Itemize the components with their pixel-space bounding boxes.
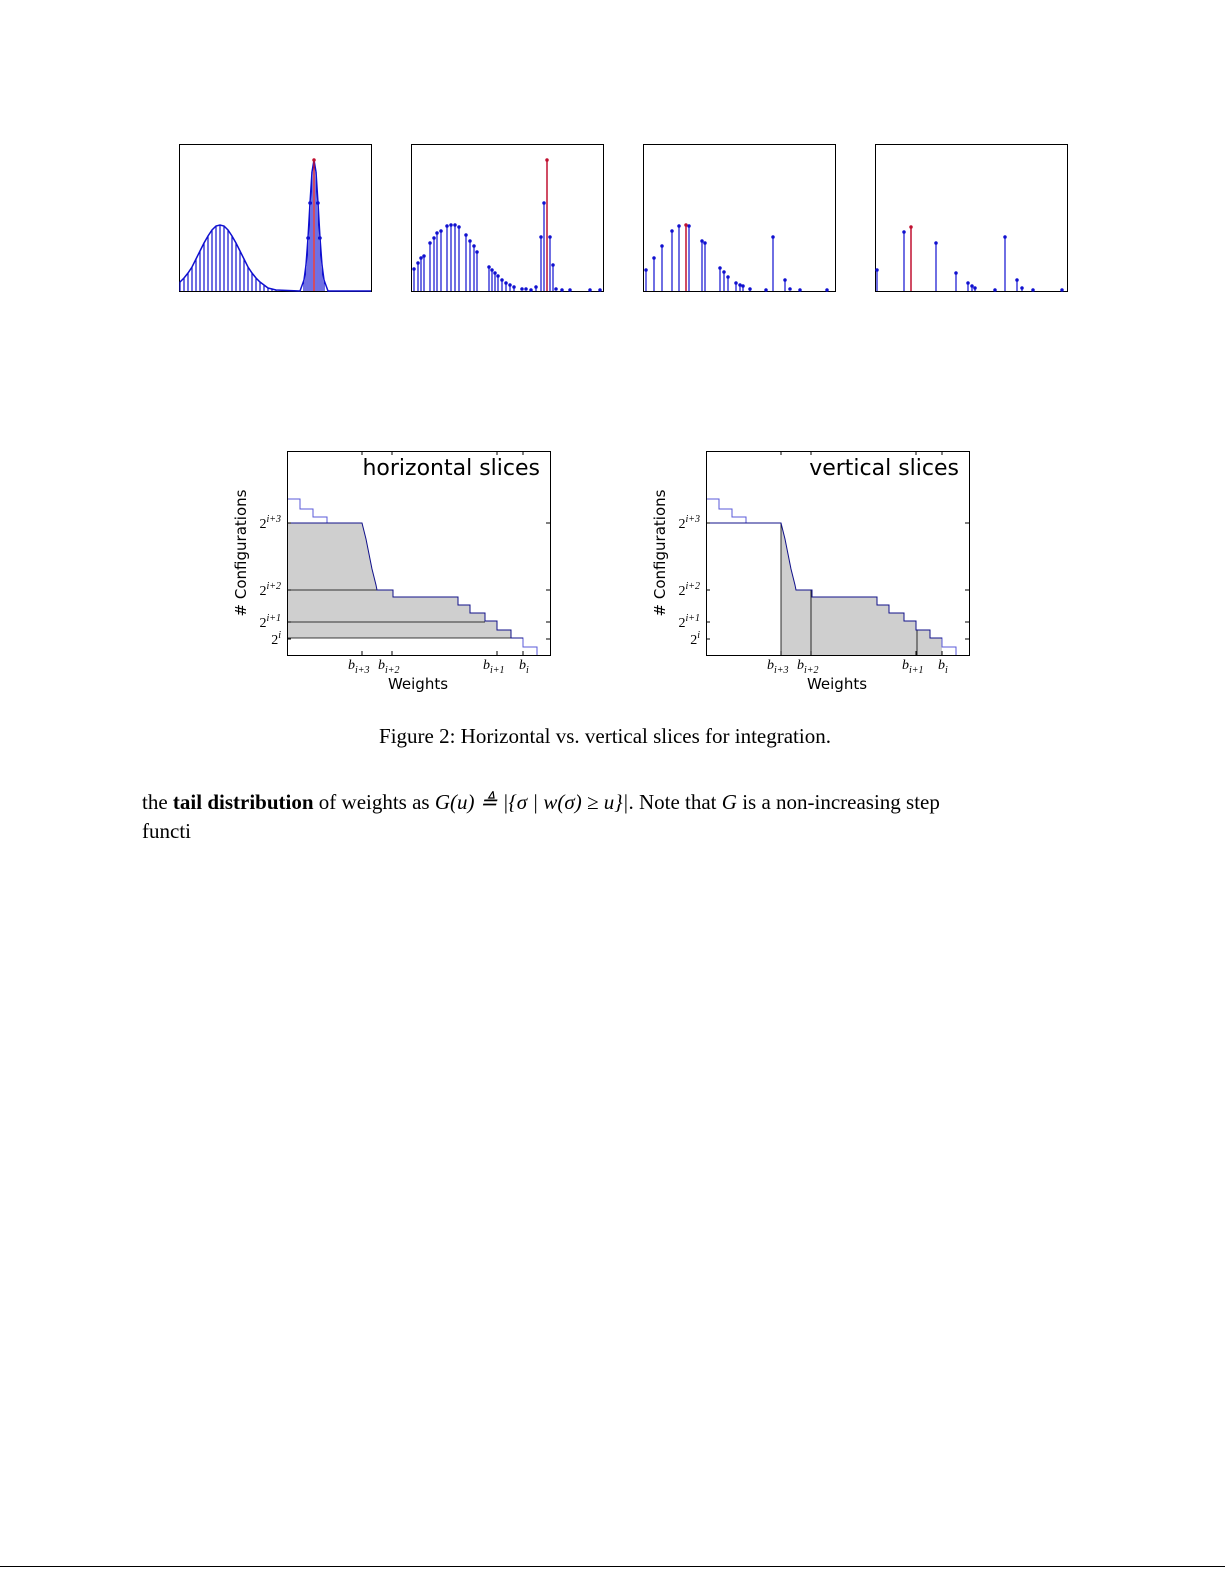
tick-sup: i+2 bbox=[685, 581, 700, 592]
text: of weights as bbox=[313, 790, 435, 814]
tick-base: 2 bbox=[259, 584, 266, 599]
caption: Figure 2: Horizontal vs. vertical slices… bbox=[379, 724, 831, 748]
tick-base: 2 bbox=[678, 584, 685, 599]
line: functi bbox=[142, 819, 191, 843]
line: the tail distribution of weights as G(u)… bbox=[142, 788, 1072, 817]
text: the bbox=[142, 790, 173, 814]
x-tick-label: bi bbox=[938, 658, 948, 676]
body-text: the tail distribution of weights as G(u)… bbox=[142, 788, 1072, 846]
tick-sub: i bbox=[526, 665, 529, 676]
slice-area bbox=[287, 523, 511, 638]
x-tick-label: bi bbox=[519, 658, 529, 676]
tick-base: b bbox=[519, 658, 526, 673]
x-tick-label: bi+3 bbox=[348, 658, 370, 676]
tick-sub: i+1 bbox=[490, 665, 505, 676]
text: . Note that bbox=[628, 790, 722, 814]
x-axis-label: Weights bbox=[807, 675, 867, 693]
y-tick-label: 2i+1 bbox=[678, 613, 700, 631]
y-tick-label: 2i bbox=[271, 630, 281, 648]
tick-base: b bbox=[938, 658, 945, 673]
y-axis-label: # Configurations bbox=[651, 489, 669, 616]
tick-sup: i bbox=[278, 630, 281, 641]
y-tick-label: 2i+3 bbox=[259, 514, 281, 532]
term: tail distribution bbox=[172, 790, 314, 814]
y-tick-label: 2i+2 bbox=[678, 581, 700, 599]
tick-sup: i+2 bbox=[266, 581, 281, 592]
text: is a non-increasing step bbox=[736, 790, 940, 814]
tick-sup: i bbox=[697, 630, 700, 641]
axes-box bbox=[287, 451, 551, 656]
step-curve bbox=[287, 522, 523, 639]
y-tick-label: 2i+2 bbox=[259, 581, 281, 599]
y-tick-label: 2i+1 bbox=[259, 613, 281, 631]
tick-base: b bbox=[378, 658, 385, 673]
step-curve bbox=[706, 522, 942, 639]
tick-sub: i bbox=[945, 665, 948, 676]
x-tick-label: bi+1 bbox=[902, 658, 924, 676]
math: G(u) ≜ |{σ | w(σ) ≥ u}| bbox=[434, 790, 629, 814]
x-tick-label: bi+2 bbox=[378, 658, 400, 676]
tick-sub: i+2 bbox=[385, 665, 400, 676]
slice-area bbox=[781, 523, 942, 655]
y-tick-label: 2i bbox=[690, 630, 700, 648]
math: G bbox=[721, 790, 737, 814]
tick-base: 2 bbox=[259, 517, 266, 532]
axes-box bbox=[706, 451, 970, 656]
tick-base: b bbox=[902, 658, 909, 673]
panel: horizontal slices # Configurations Weights… bbox=[232, 451, 551, 693]
page-rule bbox=[0, 1566, 1225, 1567]
slice-line bbox=[780, 523, 918, 655]
tick-sub: i+3 bbox=[355, 665, 370, 676]
tick-base: b bbox=[767, 658, 774, 673]
x-axis-label: Weights bbox=[388, 675, 448, 693]
tick-base: 2 bbox=[690, 633, 697, 648]
slice-line bbox=[287, 589, 511, 639]
tick-base: b bbox=[483, 658, 490, 673]
x-tick-label: bi+1 bbox=[483, 658, 505, 676]
tick-sup: i+3 bbox=[266, 514, 281, 525]
tick-base: 2 bbox=[678, 616, 685, 631]
panel-title: horizontal slices bbox=[362, 456, 540, 481]
tick-base: 2 bbox=[678, 517, 685, 532]
tick-sub: i+2 bbox=[804, 665, 819, 676]
tick-base: 2 bbox=[259, 616, 266, 631]
tick-base: b bbox=[797, 658, 804, 673]
tick-base: 2 bbox=[271, 633, 278, 648]
x-tick-label: bi+2 bbox=[797, 658, 819, 676]
y-axis-label: # Configurations bbox=[232, 489, 250, 616]
x-tick-label: bi+3 bbox=[767, 658, 789, 676]
stem-plots bbox=[179, 144, 1068, 292]
tick-sub: i+1 bbox=[909, 665, 924, 676]
tick-sup: i+3 bbox=[685, 514, 700, 525]
tick-sup: i+1 bbox=[685, 613, 700, 624]
y-tick-label: 2i+3 bbox=[678, 514, 700, 532]
panel-title: vertical slices bbox=[809, 456, 959, 481]
tick-sub: i+3 bbox=[774, 665, 789, 676]
panel: vertical slices# ConfigurationsWeights2i… bbox=[651, 451, 970, 693]
tick-sup: i+1 bbox=[266, 613, 281, 624]
figure: horizontal slices # Configurations Weights… bbox=[179, 144, 1068, 693]
tick-base: b bbox=[348, 658, 355, 673]
